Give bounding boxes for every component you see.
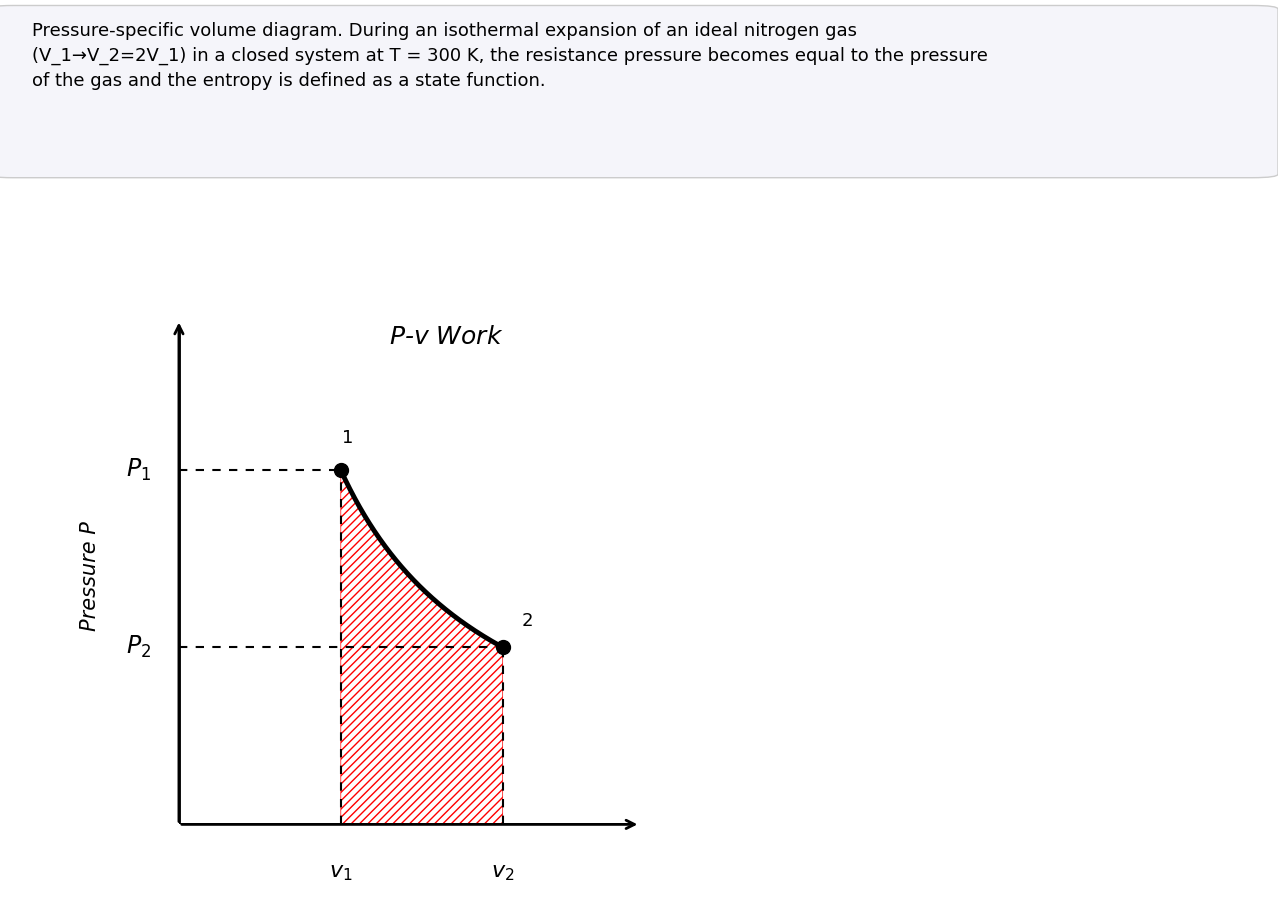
Text: $P_1$: $P_1$ bbox=[127, 457, 151, 484]
Text: $P$-$v$ Work: $P$-$v$ Work bbox=[389, 325, 504, 349]
Text: $v_1$: $v_1$ bbox=[328, 864, 353, 883]
FancyBboxPatch shape bbox=[0, 5, 1278, 178]
Text: 1: 1 bbox=[341, 430, 353, 447]
Text: Pressure P: Pressure P bbox=[81, 521, 100, 631]
Text: 2: 2 bbox=[521, 612, 533, 629]
Text: Pressure-specific volume diagram. During an isothermal expansion of an ideal nit: Pressure-specific volume diagram. During… bbox=[32, 22, 988, 91]
Text: $P_2$: $P_2$ bbox=[127, 634, 151, 660]
Polygon shape bbox=[341, 470, 502, 824]
Text: $v_2$: $v_2$ bbox=[491, 864, 514, 883]
